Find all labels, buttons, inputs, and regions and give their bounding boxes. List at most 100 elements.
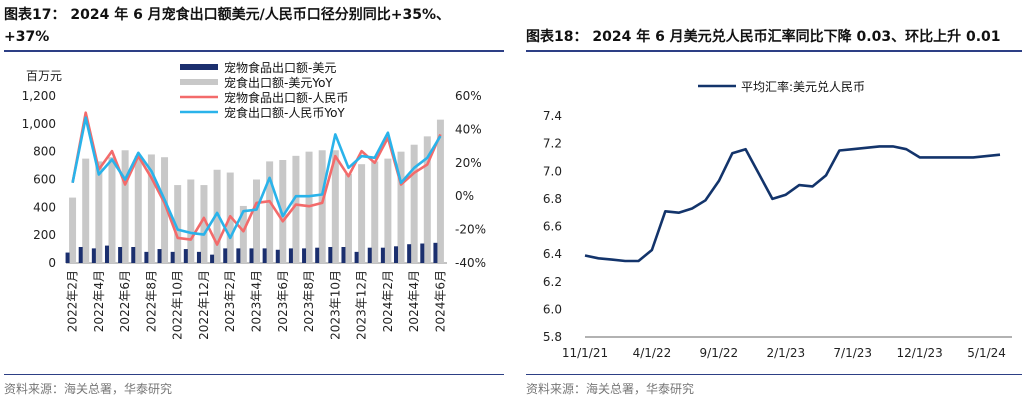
right-chart-svg: 5.8 6.0 6.2 6.4 6.6 6.8 7.0 7.2 7.4 11/1/21 4/1/22… [543,79,1012,360]
left-y-tick-label: 0 [48,256,56,270]
navy-bar [236,248,241,263]
right-y-tick-label: 7.4 [543,109,562,123]
left-y2-tick-label: 40% [455,122,482,136]
right-bottom-rule [526,374,1022,375]
grey-bar [436,119,444,264]
grey-bar [253,179,260,263]
navy-bar [394,246,399,263]
grey-bar [318,150,326,263]
left-title-rule [4,50,504,52]
legend-swatch [180,64,218,70]
grey-bar [161,157,169,263]
grey-bar [344,173,352,263]
navy-bar [249,248,254,263]
left-x-tick-label: 2022年12月 [197,270,211,340]
navy-bar [170,251,175,263]
left-y-unit-label: 百万元 [26,69,62,83]
right-y-tick-label: 7.2 [543,137,562,151]
left-x-tick-label: 2023年4月 [250,270,264,332]
legend-label: 宠食出口额-美元YoY [224,75,333,90]
right-y-tick-label: 6.6 [543,220,562,234]
navy-bar [118,246,123,263]
legend-label: 宠食出口额-人民币YoY [224,105,345,120]
navy-bar [367,247,372,263]
grey-bar [239,205,247,263]
left-bottom-rule [4,374,504,375]
left-x-tick-label: 2022年8月 [144,270,158,332]
left-y2-tick-label: -40% [455,256,486,270]
grey-bar [423,136,431,263]
grey-bar [121,150,129,263]
grey-bar [174,185,182,263]
navy-bar [302,248,307,263]
left-x-tick-label: 2022年6月 [118,270,132,332]
navy-bar [210,254,215,263]
left-y2-tick-label: -20% [455,223,486,237]
left-x-tick-label: 2023年2月 [223,270,237,332]
right-chart-title: 图表18： 2024 年 6 月美元兑人民币汇率同比下降 0.03、环比上升 0… [526,29,1001,45]
navy-bar [104,245,109,263]
grey-bar [292,155,300,263]
right-x-tick-label: 2/1/23 [766,346,805,360]
right-y-tick-label: 6.0 [543,302,562,316]
grey-bar [200,185,208,263]
right-x-tick-label: 4/1/22 [633,346,672,360]
grey-bar [147,154,155,263]
red-yoy-line [71,111,442,246]
navy-bar [354,251,359,263]
left-y2-tick-label: 0% [455,189,474,203]
right-x-tick-label: 5/1/24 [967,346,1006,360]
grey-bar [358,164,366,263]
grey-bar [266,161,274,263]
right-title-rule [526,50,1022,52]
navy-bar [183,249,188,263]
grey-bar [95,161,103,263]
grey-bar [384,158,392,263]
navy-bar [91,248,96,263]
navy-bar [328,246,333,263]
grey-bar [279,160,287,263]
navy-bar [157,249,162,263]
right-y-tick-label: 6.4 [543,247,562,261]
navy-bar [65,252,70,263]
navy-bar [407,244,412,263]
left-title-line1: 图表17： 2024 年 6 月宠食出口额美元/人民币口径分别同比+35%、 [4,7,451,23]
exchange-rate-line [584,145,1001,263]
grey-bar [69,197,77,263]
left-title-line2: +37% [4,29,50,45]
navy-bar [262,248,267,263]
right-x-tick-label: 7/1/23 [833,346,872,360]
navy-bar [420,243,425,263]
navy-bar [341,246,346,263]
navy-bar [288,248,293,263]
right-y-tick-label: 5.8 [543,330,562,344]
left-chart-panel: 图表17： 2024 年 6 月宠食出口额美元/人民币口径分别同比+35%、 +… [0,0,512,401]
right-x-tick-label: 12/1/23 [897,346,943,360]
left-x-tick-label: 2022年2月 [66,270,80,332]
legend-label: 宠物食品出口额-美元 [224,60,336,75]
grey-bar [371,161,379,263]
navy-bar [78,246,83,263]
left-x-tick-label: 2023年8月 [302,270,316,332]
left-x-tick-label: 2023年12月 [355,270,369,340]
navy-bar [380,247,385,263]
left-x-tick-label: 2022年10月 [171,270,185,340]
left-y-tick-label: 1,200 [22,89,56,103]
navy-bar [275,249,280,263]
grey-bar [82,158,90,263]
grey-bar [331,150,339,263]
right-chart-panel: 图表18： 2024 年 6 月美元兑人民币汇率同比下降 0.03、环比上升 0… [522,0,1030,401]
left-x-tick-label: 2022年4月 [92,270,106,332]
right-source-note: 资料来源：海关总署，华泰研究 [526,382,695,396]
left-chart-title: 图表17： 2024 年 6 月宠食出口额美元/人民币口径分别同比+35%、 +… [4,4,450,48]
right-y-tick-label: 7.0 [543,164,562,178]
grey-bar [397,151,405,263]
navy-bar [196,251,201,263]
left-y-tick-label: 600 [33,173,56,187]
right-y-tick-label: 6.8 [543,192,562,206]
grey-bar [134,155,142,263]
grey-bar [108,157,116,263]
left-y-tick-label: 800 [33,145,56,159]
navy-bar [144,251,149,263]
navy-bar [315,247,320,263]
